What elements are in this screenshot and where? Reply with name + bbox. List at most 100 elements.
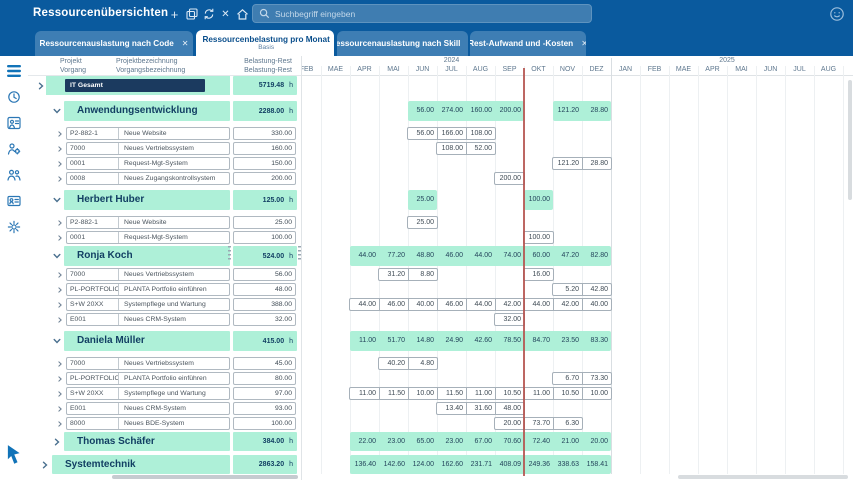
task-row-box[interactable]: 7000 Neues Vertriebssystem <box>66 268 230 281</box>
expand-icon[interactable] <box>55 157 65 170</box>
collapse-icon[interactable] <box>52 101 62 121</box>
panel-horizontal-scrollbar[interactable] <box>112 475 298 479</box>
collapse-icon[interactable] <box>52 190 62 210</box>
task-row-box[interactable]: 7000 Neues Vertriebssystem <box>66 357 230 370</box>
task-row-box[interactable]: PL-PORTFOLIO PLANTA Portfolio einführen <box>66 283 230 296</box>
expand-icon[interactable] <box>55 283 65 296</box>
load-cell[interactable]: 11.00 <box>524 388 553 399</box>
plus-icon[interactable]: + <box>168 5 181 23</box>
load-cell[interactable]: 108.00 <box>441 145 463 152</box>
tab-3[interactable]: Ressourcenauslastung nach Skill✕ <box>337 31 468 56</box>
task-load-value[interactable]: 200.00 <box>233 172 296 185</box>
load-cell[interactable]: 8.80 <box>408 269 437 280</box>
search-box[interactable] <box>252 4 592 23</box>
task-load-value[interactable]: 93.00 <box>233 402 296 415</box>
load-cell[interactable]: 13.40 <box>445 405 463 412</box>
load-cell[interactable]: 166.00 <box>437 128 466 139</box>
load-cell[interactable]: 11.00 <box>466 388 495 399</box>
refresh-icon[interactable] <box>202 5 215 23</box>
task-row-box[interactable]: 0001 Request-Mgt-System <box>66 157 230 170</box>
group-row-label[interactable]: Anwendungsentwicklung <box>64 101 230 121</box>
load-cell[interactable]: 42.00 <box>495 299 524 310</box>
group-row-label[interactable]: Herbert Huber <box>64 190 230 210</box>
load-cell[interactable]: 40.20 <box>387 360 405 367</box>
load-cell[interactable]: 10.50 <box>495 388 524 399</box>
user-settings-icon[interactable] <box>6 142 22 156</box>
load-cell[interactable]: 200.00 <box>499 175 521 182</box>
vertical-scrollbar[interactable] <box>848 80 852 200</box>
tab-1[interactable]: Ressourcenauslastung nach Code ✕ <box>35 31 193 56</box>
menu-icon[interactable] <box>6 64 22 78</box>
load-cell[interactable]: 46.00 <box>379 299 408 310</box>
load-cell[interactable]: 11.00 <box>359 390 376 397</box>
group-row-label[interactable]: Daniela Müller <box>64 331 230 351</box>
tab-close-icon[interactable]: ✕ <box>181 39 189 48</box>
copy-window-icon[interactable] <box>185 5 198 23</box>
expand-icon[interactable] <box>55 216 65 229</box>
load-cell[interactable]: 28.80 <box>582 158 611 169</box>
load-cell[interactable]: 48.00 <box>495 403 524 414</box>
load-cell[interactable]: 31.20 <box>387 271 405 278</box>
load-cell[interactable]: 10.00 <box>582 388 611 399</box>
load-cell[interactable]: 31.60 <box>466 403 495 414</box>
history-icon[interactable] <box>6 90 22 104</box>
expand-icon[interactable] <box>55 313 65 326</box>
load-cell[interactable]: 5.20 <box>565 286 579 293</box>
group-row-label[interactable]: Systemtechnik <box>52 455 230 474</box>
load-cell[interactable]: 42.80 <box>582 284 611 295</box>
expand-icon[interactable] <box>55 357 65 370</box>
task-load-value[interactable]: 100.00 <box>233 231 296 244</box>
load-cell[interactable]: 73.70 <box>524 418 553 429</box>
column-resize-handle[interactable] <box>298 246 301 260</box>
expand-icon[interactable] <box>52 432 62 451</box>
total-label-box[interactable]: IT Gesamt <box>65 79 205 92</box>
load-cell[interactable]: 44.00 <box>524 299 553 310</box>
load-cell[interactable]: 44.00 <box>358 301 376 308</box>
load-cell[interactable]: 25.00 <box>416 219 434 226</box>
group-row-label[interactable]: Ronja Koch <box>64 246 230 266</box>
task-load-value[interactable]: 100.00 <box>233 417 296 430</box>
load-cell[interactable]: 52.00 <box>466 143 495 154</box>
settings-icon[interactable] <box>6 220 22 234</box>
expand-icon[interactable] <box>55 417 65 430</box>
team-icon[interactable] <box>6 168 22 182</box>
expand-icon[interactable] <box>55 268 65 281</box>
task-row-box[interactable]: P2-882-1 Neue Website <box>66 127 230 140</box>
expand-icon[interactable] <box>55 402 65 415</box>
expand-icon[interactable] <box>40 455 50 474</box>
assistant-icon[interactable] <box>829 6 845 22</box>
load-cell[interactable]: 56.00 <box>416 130 434 137</box>
load-cell[interactable]: 16.00 <box>532 271 550 278</box>
load-cell[interactable]: 40.00 <box>582 299 611 310</box>
home-icon[interactable] <box>236 5 249 23</box>
collapse-icon[interactable] <box>52 246 62 266</box>
task-load-value[interactable]: 45.00 <box>233 357 296 370</box>
load-cell[interactable]: 40.00 <box>408 299 437 310</box>
load-cell[interactable]: 100.00 <box>528 234 550 241</box>
task-load-value[interactable]: 330.00 <box>233 127 296 140</box>
expand-icon[interactable] <box>36 76 46 95</box>
tab-close-icon[interactable]: ✕ <box>581 39 586 48</box>
task-load-value[interactable]: 56.00 <box>233 268 296 281</box>
load-cell[interactable]: 46.00 <box>437 299 466 310</box>
task-row-box[interactable]: P2-882-1 Neue Website <box>66 216 230 229</box>
task-load-value[interactable]: 80.00 <box>233 372 296 385</box>
task-load-value[interactable]: 48.00 <box>233 283 296 296</box>
task-load-value[interactable]: 150.00 <box>233 157 296 170</box>
task-row-box[interactable]: 0001 Request-Mgt-System <box>66 231 230 244</box>
task-row-box[interactable]: E001 Neues CRM-System <box>66 313 230 326</box>
load-cell[interactable]: 44.00 <box>466 299 495 310</box>
load-cell[interactable]: 11.50 <box>379 388 408 399</box>
load-cell[interactable]: 6.30 <box>553 418 582 429</box>
column-resize-handle[interactable] <box>228 246 231 260</box>
expand-icon[interactable] <box>55 231 65 244</box>
task-row-box[interactable]: S+W 20XX Systempflege und Wartung <box>66 387 230 400</box>
load-cell[interactable]: 6.70 <box>565 375 579 382</box>
group-row-label[interactable]: Thomas Schäfer <box>64 432 230 451</box>
load-cell[interactable]: 121.20 <box>557 160 579 167</box>
task-load-value[interactable]: 388.00 <box>233 298 296 311</box>
id-card-icon[interactable] <box>6 194 22 208</box>
resources-icon[interactable] <box>6 116 22 130</box>
expand-icon[interactable] <box>55 127 65 140</box>
